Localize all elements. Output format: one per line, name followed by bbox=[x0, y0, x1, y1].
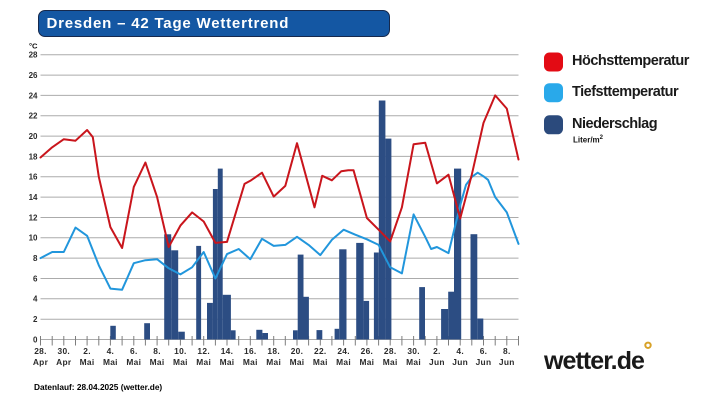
svg-text:Mai: Mai bbox=[290, 357, 305, 367]
svg-text:24: 24 bbox=[29, 91, 38, 100]
svg-text:Jun: Jun bbox=[452, 357, 468, 367]
svg-text:2.: 2. bbox=[83, 346, 91, 356]
svg-text:16.: 16. bbox=[244, 346, 257, 356]
svg-text:14: 14 bbox=[29, 193, 38, 202]
svg-text:6: 6 bbox=[33, 274, 38, 283]
svg-text:12: 12 bbox=[29, 213, 38, 222]
svg-text:Apr: Apr bbox=[33, 357, 49, 367]
svg-text:24.: 24. bbox=[337, 346, 350, 356]
svg-text:0: 0 bbox=[33, 335, 38, 344]
svg-text:Jun: Jun bbox=[429, 357, 445, 367]
svg-text:Jun: Jun bbox=[476, 357, 492, 367]
svg-text:Jun: Jun bbox=[499, 357, 515, 367]
svg-text:Mai: Mai bbox=[266, 357, 281, 367]
svg-text:Mai: Mai bbox=[383, 357, 398, 367]
svg-text:14.: 14. bbox=[221, 346, 234, 356]
svg-text:Mai: Mai bbox=[80, 357, 95, 367]
svg-text:22.: 22. bbox=[314, 346, 327, 356]
svg-text:8.: 8. bbox=[503, 346, 511, 356]
svg-text:4: 4 bbox=[33, 295, 38, 304]
svg-text:Mai: Mai bbox=[220, 357, 235, 367]
svg-text:22: 22 bbox=[29, 112, 38, 121]
svg-text:4.: 4. bbox=[456, 346, 464, 356]
svg-text:28.: 28. bbox=[34, 346, 47, 356]
svg-text:2.: 2. bbox=[433, 346, 441, 356]
svg-text:12.: 12. bbox=[197, 346, 210, 356]
svg-text:Mai: Mai bbox=[173, 357, 188, 367]
svg-text:18: 18 bbox=[29, 152, 38, 161]
svg-text:18.: 18. bbox=[267, 346, 280, 356]
svg-text:Mai: Mai bbox=[196, 357, 211, 367]
svg-text:Mai: Mai bbox=[243, 357, 258, 367]
svg-text:6.: 6. bbox=[130, 346, 138, 356]
svg-text:28.: 28. bbox=[384, 346, 397, 356]
svg-text:Mai: Mai bbox=[150, 357, 165, 367]
svg-text:10: 10 bbox=[29, 234, 38, 243]
svg-text:4.: 4. bbox=[107, 346, 115, 356]
svg-text:30.: 30. bbox=[407, 346, 420, 356]
svg-text:26: 26 bbox=[29, 71, 38, 80]
svg-text:8.: 8. bbox=[153, 346, 161, 356]
svg-text:10.: 10. bbox=[174, 346, 187, 356]
svg-text:Mai: Mai bbox=[313, 357, 328, 367]
svg-text:Mai: Mai bbox=[336, 357, 351, 367]
svg-text:Mai: Mai bbox=[126, 357, 141, 367]
svg-text:Mai: Mai bbox=[359, 357, 374, 367]
svg-text:6.: 6. bbox=[480, 346, 488, 356]
svg-text:°C: °C bbox=[29, 42, 38, 51]
svg-text:8: 8 bbox=[33, 254, 38, 263]
svg-text:Mai: Mai bbox=[103, 357, 118, 367]
svg-text:20.: 20. bbox=[291, 346, 304, 356]
svg-text:28: 28 bbox=[29, 51, 38, 60]
svg-text:16: 16 bbox=[29, 173, 38, 182]
svg-text:26.: 26. bbox=[361, 346, 374, 356]
svg-text:2: 2 bbox=[33, 315, 38, 324]
svg-text:30.: 30. bbox=[58, 346, 71, 356]
svg-text:Apr: Apr bbox=[56, 357, 72, 367]
svg-text:Mai: Mai bbox=[406, 357, 421, 367]
svg-text:20: 20 bbox=[29, 132, 38, 141]
